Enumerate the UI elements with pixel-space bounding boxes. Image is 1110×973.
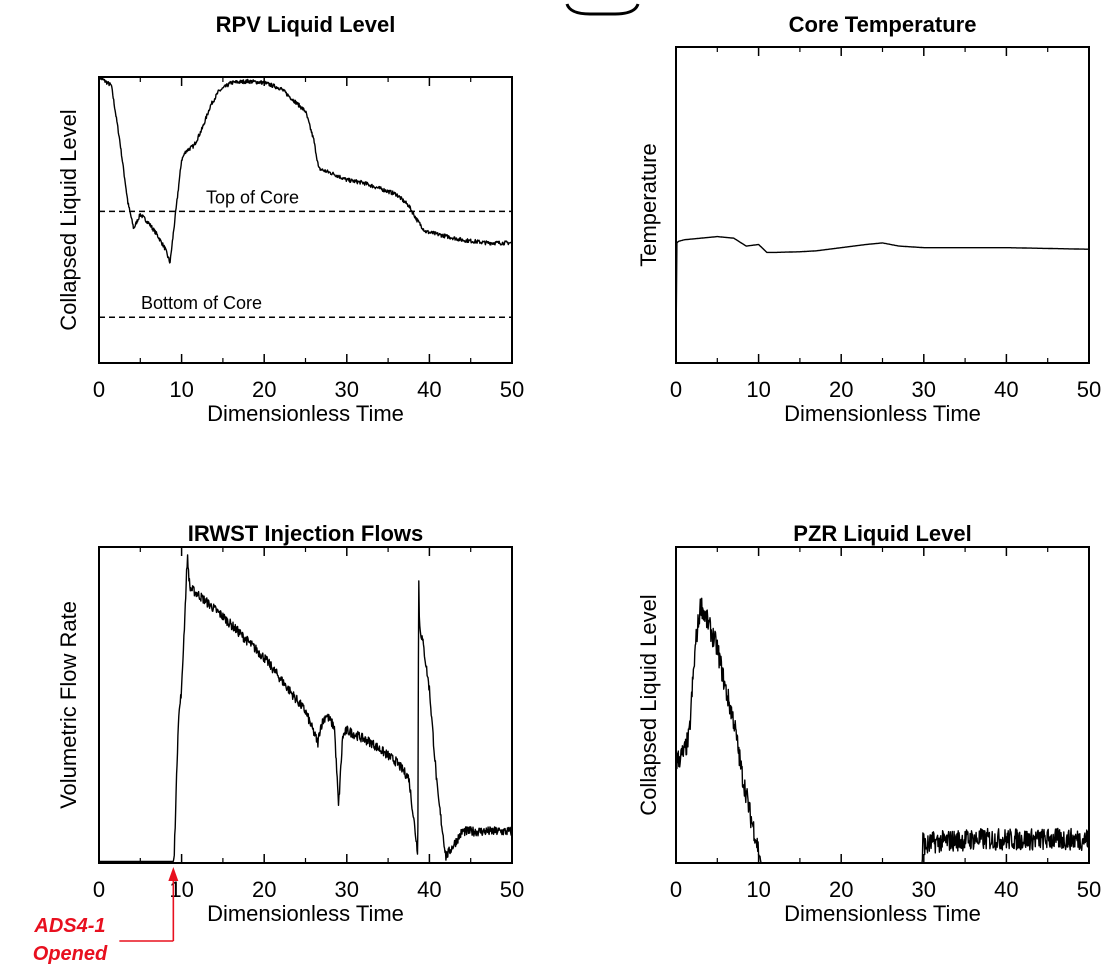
series-line [98,76,513,264]
x-tick-label: 0 [670,377,682,402]
x-axis-label: Dimensionless Time [207,401,404,426]
x-axis-label: Dimensionless Time [784,901,981,926]
series-line [98,554,513,863]
series-line [675,597,1090,864]
x-tick-label: 10 [169,377,193,402]
x-tick-label: 20 [252,377,276,402]
reference-line-label: Top of Core [206,187,299,207]
x-tick-label: 0 [93,877,105,902]
x-tick-label: 20 [252,877,276,902]
x-tick-label: 30 [912,377,936,402]
x-axis-label: Dimensionless Time [207,901,404,926]
x-tick-label: 30 [335,877,359,902]
y-axis-label: Volumetric Flow Rate [56,601,81,809]
y-axis-label: Collapsed Liquid Level [56,109,81,330]
chart-core-temperature: Core Temperature 0 10 20 30 40 50 Dimensionless… [636,12,1101,426]
chart-title: RPV Liquid Level [216,12,396,37]
x-tick-label: 40 [994,377,1018,402]
top-badge-outline [565,3,640,16]
y-axis-label: Collapsed Liquid Level [636,594,661,815]
x-tick-label: 30 [912,877,936,902]
chart-title: IRWST Injection Flows [188,521,424,546]
x-tick-label: 40 [417,877,441,902]
x-tick-label: 50 [1077,877,1101,902]
x-tick-label: 50 [1077,377,1101,402]
x-tick-label: 50 [500,377,524,402]
x-tick-label: 0 [93,377,105,402]
plot-frame [98,76,513,364]
y-axis-label: Temperature [636,143,661,267]
x-tick-label: 40 [417,377,441,402]
x-tick-label: 20 [829,377,853,402]
x-tick-label: 0 [670,877,682,902]
annotation-label: ADS4-1 [33,915,105,937]
annotation-arrow-head [168,867,179,881]
chart-title: PZR Liquid Level [793,521,971,546]
x-axis-label: Dimensionless Time [784,401,981,426]
plot-frame [675,546,1090,864]
x-tick-label: 50 [500,877,524,902]
plot-frame [675,46,1090,364]
chart-pzr-liquid-level: PZR Liquid Level 0 10 20 30 40 50 Dimensionless… [636,521,1101,926]
x-tick-label: 10 [746,377,770,402]
x-tick-label: 30 [335,377,359,402]
x-tick-label: 40 [994,877,1018,902]
reference-line-label: Bottom of Core [141,293,262,313]
plot-frame [98,546,513,864]
chart-title: Core Temperature [789,12,977,37]
series-line [675,235,1090,345]
annotation-label: Opened [33,943,108,965]
x-tick-label: 10 [746,877,770,902]
chart-rpv-liquid-level: RPV Liquid Level 0 10 20 30 40 50 Dimensionless… [56,12,524,426]
x-tick-label: 20 [829,877,853,902]
